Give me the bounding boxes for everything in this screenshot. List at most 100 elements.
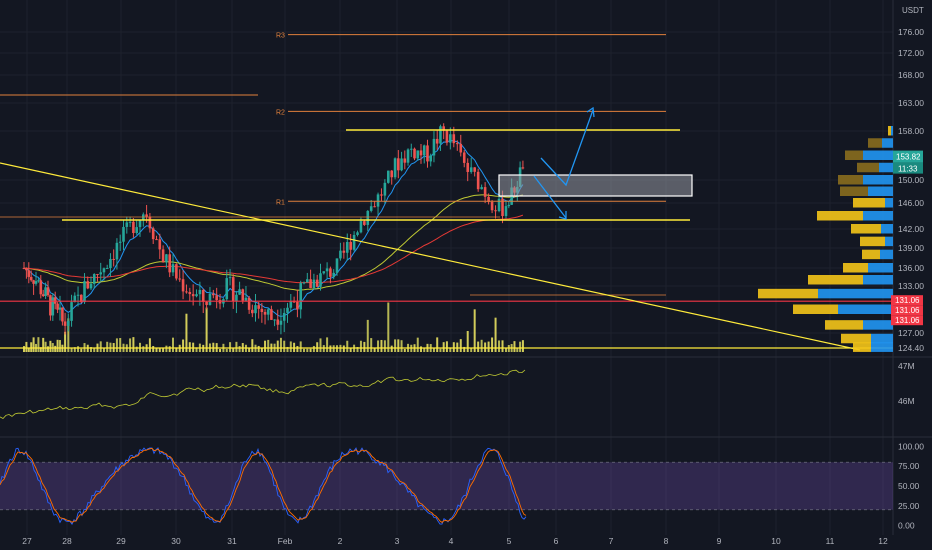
candle-body xyxy=(161,249,165,263)
horizontal-levels: R3 R2 R1 xyxy=(0,33,893,349)
candle-body xyxy=(469,167,473,172)
volume-bar xyxy=(54,345,57,352)
volume-bar xyxy=(23,346,25,352)
candle-body xyxy=(369,206,373,211)
candle-body xyxy=(225,278,229,300)
profile-buy-bar xyxy=(863,275,893,285)
candle-body xyxy=(263,312,267,315)
candle-body xyxy=(32,280,35,284)
candle-body xyxy=(306,279,309,283)
volume-bar xyxy=(37,337,40,352)
volume-bar xyxy=(366,319,369,352)
profile-sell-bar xyxy=(851,224,881,234)
candle-body xyxy=(205,301,208,305)
volume-bar xyxy=(293,342,296,352)
profile-sell-bar xyxy=(817,211,863,221)
candle-body xyxy=(73,295,77,303)
volume-bar xyxy=(142,346,145,352)
candle-body xyxy=(426,145,429,162)
time-tick-label: 30 xyxy=(171,536,181,546)
volume-bar xyxy=(115,338,118,352)
candle-body xyxy=(393,158,397,178)
candle-body xyxy=(185,291,188,293)
volume-bar xyxy=(93,347,96,352)
volume-bar xyxy=(477,341,480,352)
volume-bar xyxy=(192,342,195,352)
candle-body xyxy=(175,264,178,279)
time-tick-label: 9 xyxy=(717,536,722,546)
volume-bar xyxy=(445,341,448,352)
candle-body xyxy=(86,281,90,289)
candle-body xyxy=(22,268,26,269)
volume-bar xyxy=(346,340,349,352)
volume-bar xyxy=(356,346,359,352)
moving-averages xyxy=(23,139,524,318)
candle-body xyxy=(122,226,125,242)
volume-bar xyxy=(312,345,315,352)
candle-body xyxy=(257,305,260,309)
stoch-k-line xyxy=(0,447,527,525)
candle-body xyxy=(58,307,62,310)
stoch-tick-label: 75.00 xyxy=(898,461,920,471)
candle-body xyxy=(109,258,112,269)
profile-buy-bar xyxy=(863,150,893,160)
profile-sell-bar xyxy=(853,198,885,208)
candle-body xyxy=(83,281,86,303)
volume-bar xyxy=(501,340,504,352)
profile-buy-bar xyxy=(881,224,893,234)
red-level-tag xyxy=(891,315,923,326)
chart-grid xyxy=(0,0,932,535)
profile-sell-bar xyxy=(860,236,885,247)
volume-bar xyxy=(30,342,33,352)
profile-sell-bar xyxy=(853,342,871,352)
price-tick-label: 139.00 xyxy=(898,243,924,253)
candle-body xyxy=(70,302,73,321)
current-price-tag xyxy=(893,150,923,163)
candle-body xyxy=(302,282,306,284)
volume-bar xyxy=(296,346,299,352)
volume-bar xyxy=(377,340,380,352)
volume-bar xyxy=(267,339,270,352)
volume-bar xyxy=(289,341,292,352)
candle-body xyxy=(296,301,299,310)
volume-bar xyxy=(119,338,122,352)
volume-bar xyxy=(423,348,426,352)
volume-bar xyxy=(260,347,263,352)
volume-bar xyxy=(332,345,335,352)
volume-bar xyxy=(27,348,30,352)
volume-bar xyxy=(432,347,435,352)
candle-body xyxy=(238,289,241,295)
candle-body xyxy=(39,280,43,295)
volume-bar xyxy=(56,339,59,352)
candle-body xyxy=(181,279,185,292)
volume-bar xyxy=(498,340,501,352)
volume-bar xyxy=(403,348,406,352)
volume-bar xyxy=(299,341,302,352)
candle-body xyxy=(61,307,64,322)
time-tick-label: 5 xyxy=(507,536,512,546)
volume-bar xyxy=(349,347,352,352)
candle-body xyxy=(118,241,122,243)
candle-body xyxy=(247,297,251,310)
volume-bar xyxy=(487,341,490,352)
candle-body xyxy=(266,309,270,315)
candle-body xyxy=(466,162,470,172)
volume-bar xyxy=(466,330,469,352)
candle-body xyxy=(76,294,80,296)
candle-body xyxy=(315,279,319,287)
profile-sell-bar xyxy=(857,162,879,173)
stochastic-band xyxy=(0,462,893,510)
candle-body xyxy=(260,308,264,313)
candle-body xyxy=(292,301,296,303)
candle-body xyxy=(198,289,202,295)
candle-body xyxy=(63,321,67,326)
volume-bar xyxy=(32,337,35,352)
candle-body xyxy=(445,130,449,143)
candle-body xyxy=(125,222,129,227)
candle-body xyxy=(376,194,380,207)
candle-body xyxy=(67,320,70,326)
price-tick-label: 124.40 xyxy=(898,343,924,353)
candle-body xyxy=(429,155,433,162)
volume-bar xyxy=(106,341,109,352)
